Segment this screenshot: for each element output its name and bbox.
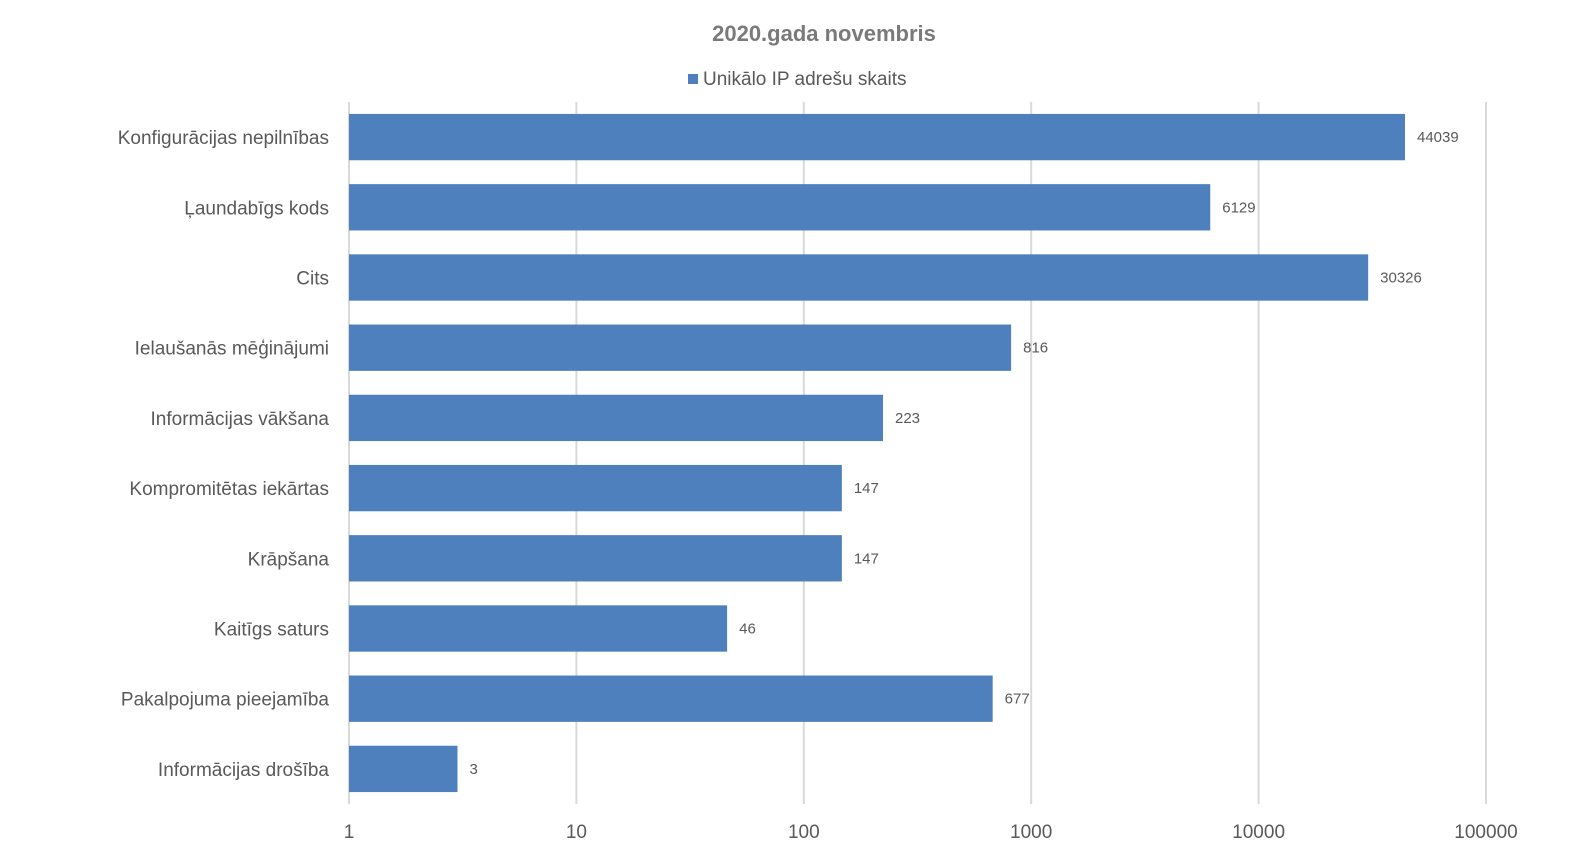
bar (349, 113, 1406, 161)
data-label: 3 (469, 761, 477, 778)
category-label: Konfigurācijas nepilnības (118, 128, 329, 149)
bar (349, 464, 842, 512)
data-label: 223 (895, 410, 920, 427)
x-tick-label: 100 (788, 822, 820, 843)
category-label: Pakalpojuma pieejamība (121, 690, 330, 711)
category-label: Kaitīgs saturs (214, 620, 329, 641)
data-label: 6129 (1222, 199, 1255, 216)
category-label: Cits (296, 269, 329, 290)
bar (349, 675, 993, 722)
legend: Unikālo IP adrešu skaits (688, 69, 906, 90)
category-label: Informācijas drošība (158, 760, 330, 781)
legend-swatch (688, 74, 698, 84)
data-label: 816 (1023, 340, 1048, 357)
bar (349, 184, 1211, 231)
category-label: Ļaundabīgs kods (184, 198, 329, 219)
data-label: 147 (854, 480, 879, 497)
data-labels: 44039 6129 30326 816 223 147 147 46 677 3 (469, 129, 1458, 778)
data-label: 147 (854, 550, 879, 567)
x-tick-label: 10000 (1232, 822, 1285, 843)
bar (349, 535, 842, 582)
category-labels: Konfigurācijas nepilnības Ļaundabīgs kods… (118, 128, 330, 781)
data-label: 30326 (1380, 270, 1422, 287)
category-label: Krāpšana (248, 549, 330, 570)
x-tick-label: 100000 (1454, 822, 1517, 843)
legend-label: Unikālo IP adrešu skaits (703, 69, 906, 90)
x-axis-tick-labels: 1 10 100 1000 10000 100000 (344, 822, 1518, 843)
x-tick-label: 10 (566, 822, 587, 843)
bar (349, 324, 1012, 371)
x-tick-label: 1000 (1010, 822, 1052, 843)
data-label: 44039 (1417, 129, 1459, 146)
chart-title: 2020.gada novembris (712, 21, 936, 46)
bars (349, 113, 1406, 793)
data-label: 677 (1005, 691, 1030, 708)
category-label: Kompromitētas iekārtas (129, 479, 329, 500)
bar (349, 254, 1369, 301)
bar (349, 605, 728, 652)
category-label: Ielaušanās mēģinājumi (135, 339, 329, 360)
data-label: 46 (739, 621, 756, 638)
x-tick-label: 1 (344, 822, 355, 843)
bar (349, 394, 884, 442)
bar (349, 745, 458, 793)
category-label: Informācijas vākšana (151, 409, 330, 430)
